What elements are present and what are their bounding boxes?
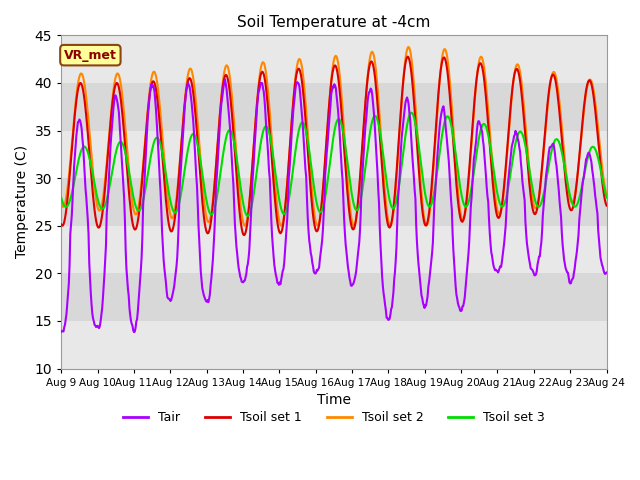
- Bar: [61, 36, 607, 83]
- X-axis label: Time: Time: [317, 393, 351, 407]
- Text: VR_met: VR_met: [64, 48, 117, 61]
- Bar: [61, 83, 607, 131]
- Bar: [61, 178, 607, 226]
- Bar: [61, 273, 607, 321]
- Title: Soil Temperature at -4cm: Soil Temperature at -4cm: [237, 15, 431, 30]
- Legend: Tair, Tsoil set 1, Tsoil set 2, Tsoil set 3: Tair, Tsoil set 1, Tsoil set 2, Tsoil se…: [118, 406, 550, 429]
- Bar: [61, 321, 607, 369]
- Bar: [61, 131, 607, 178]
- Bar: [61, 226, 607, 273]
- Y-axis label: Temperature (C): Temperature (C): [15, 145, 29, 259]
